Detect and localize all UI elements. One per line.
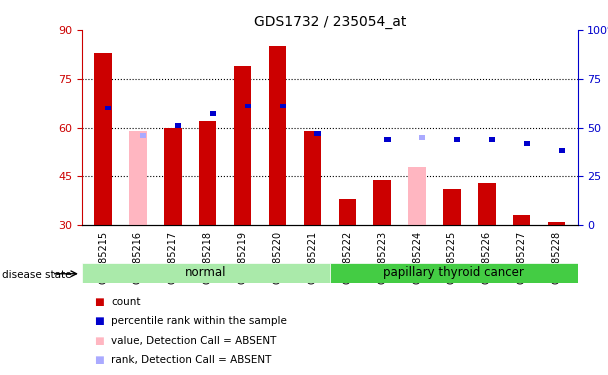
Bar bbox=[303, 131, 321, 225]
Text: count: count bbox=[111, 297, 141, 307]
Bar bbox=[524, 141, 530, 146]
Bar bbox=[164, 128, 182, 225]
Bar bbox=[269, 46, 286, 225]
Bar bbox=[199, 121, 216, 225]
Bar bbox=[339, 199, 356, 225]
Text: ■: ■ bbox=[94, 336, 104, 346]
Bar bbox=[244, 104, 251, 108]
Text: percentile rank within the sample: percentile rank within the sample bbox=[111, 316, 287, 326]
Bar bbox=[419, 135, 426, 140]
Bar bbox=[559, 148, 565, 153]
Bar bbox=[94, 53, 112, 225]
Bar bbox=[478, 183, 496, 225]
Bar bbox=[234, 66, 251, 225]
Bar bbox=[210, 111, 216, 116]
Bar bbox=[489, 137, 496, 142]
Text: normal: normal bbox=[185, 266, 227, 279]
Text: value, Detection Call = ABSENT: value, Detection Call = ABSENT bbox=[111, 336, 277, 346]
Bar bbox=[314, 131, 321, 136]
Bar bbox=[409, 166, 426, 225]
Bar bbox=[373, 180, 391, 225]
Bar bbox=[140, 133, 147, 138]
Bar bbox=[280, 104, 286, 108]
Bar bbox=[105, 106, 111, 110]
Bar bbox=[513, 215, 531, 225]
Bar bbox=[330, 262, 578, 283]
Bar bbox=[129, 131, 147, 225]
Text: rank, Detection Call = ABSENT: rank, Detection Call = ABSENT bbox=[111, 356, 272, 365]
Bar bbox=[443, 189, 461, 225]
Text: papillary thyroid cancer: papillary thyroid cancer bbox=[383, 266, 524, 279]
Text: ■: ■ bbox=[94, 297, 104, 307]
Bar bbox=[175, 123, 181, 128]
Bar bbox=[384, 137, 390, 142]
Text: ■: ■ bbox=[94, 356, 104, 365]
Text: disease state: disease state bbox=[2, 270, 71, 279]
Bar bbox=[454, 137, 460, 142]
Bar bbox=[82, 262, 330, 283]
Title: GDS1732 / 235054_at: GDS1732 / 235054_at bbox=[254, 15, 406, 29]
Bar bbox=[548, 222, 565, 225]
Text: ■: ■ bbox=[94, 316, 104, 326]
